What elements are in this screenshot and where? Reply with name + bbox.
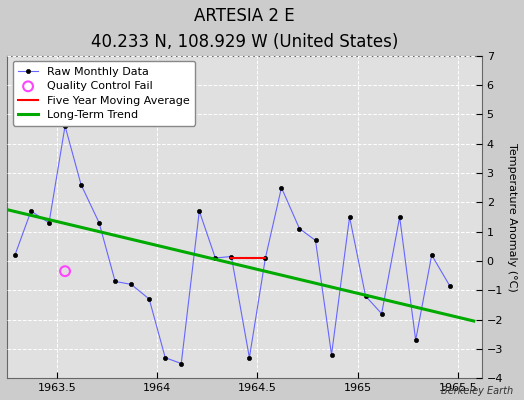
Raw Monthly Data: [146, 297, 152, 302]
Quality Control Fail: [61, 268, 69, 274]
Y-axis label: Temperature Anomaly (°C): Temperature Anomaly (°C): [507, 142, 517, 291]
Raw Monthly Data: [78, 182, 84, 187]
Title: ARTESIA 2 E
40.233 N, 108.929 W (United States): ARTESIA 2 E 40.233 N, 108.929 W (United …: [91, 7, 398, 51]
Raw Monthly Data: [162, 355, 168, 360]
Raw Monthly Data: [196, 209, 202, 214]
Five Year Moving Average: [263, 256, 269, 260]
Raw Monthly Data: [96, 220, 102, 225]
Raw Monthly Data: [297, 226, 303, 231]
Raw Monthly Data: [12, 253, 18, 258]
Raw Monthly Data: [228, 254, 235, 259]
Raw Monthly Data: [429, 253, 435, 258]
Raw Monthly Data: [446, 284, 453, 288]
Raw Monthly Data: [378, 311, 385, 316]
Raw Monthly Data: [329, 352, 335, 357]
Raw Monthly Data: [112, 279, 118, 284]
Raw Monthly Data: [346, 214, 353, 219]
Raw Monthly Data: [62, 124, 68, 128]
Raw Monthly Data: [128, 282, 134, 287]
Line: Raw Monthly Data: Raw Monthly Data: [13, 124, 452, 366]
Raw Monthly Data: [278, 185, 285, 190]
Raw Monthly Data: [263, 256, 269, 260]
Legend: Raw Monthly Data, Quality Control Fail, Five Year Moving Average, Long-Term Tren: Raw Monthly Data, Quality Control Fail, …: [13, 61, 195, 126]
Text: Berkeley Earth: Berkeley Earth: [441, 386, 514, 396]
Raw Monthly Data: [312, 238, 319, 243]
Raw Monthly Data: [363, 294, 369, 298]
Raw Monthly Data: [412, 338, 419, 342]
Raw Monthly Data: [178, 361, 184, 366]
Raw Monthly Data: [28, 209, 34, 214]
Raw Monthly Data: [246, 355, 253, 360]
Raw Monthly Data: [397, 214, 403, 219]
Raw Monthly Data: [46, 220, 52, 225]
Five Year Moving Average: [228, 256, 235, 260]
Raw Monthly Data: [212, 256, 219, 260]
